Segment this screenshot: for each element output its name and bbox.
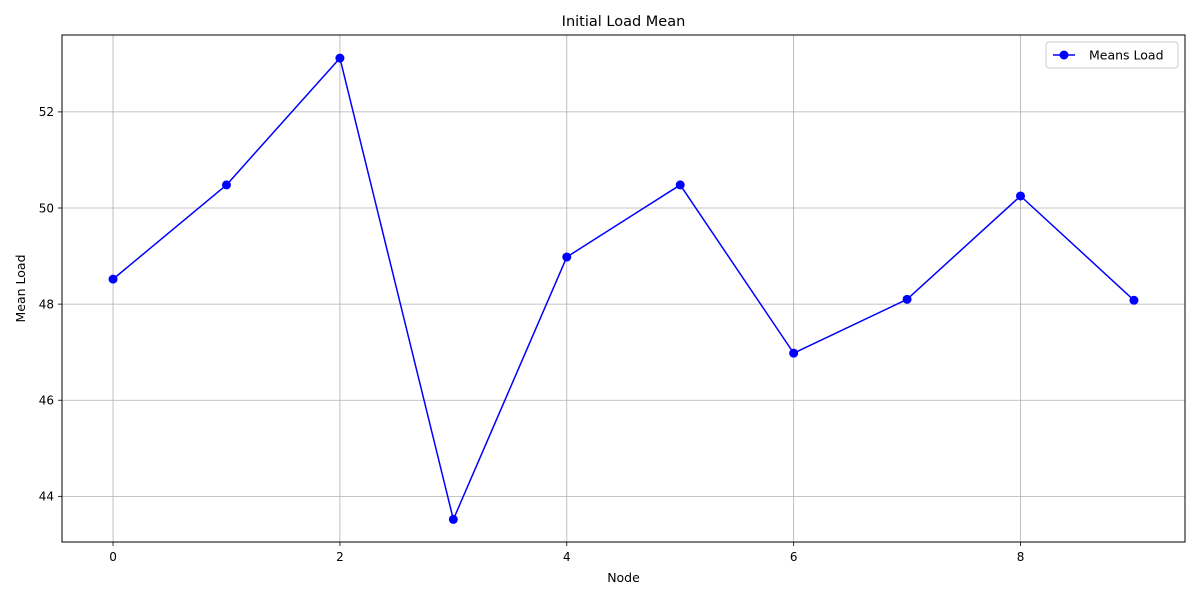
legend-label: Means Load bbox=[1089, 48, 1164, 63]
legend-frame bbox=[1045, 41, 1179, 69]
grid-layer bbox=[62, 35, 1185, 542]
y-tick-label: 52 bbox=[39, 105, 54, 119]
data-point bbox=[789, 348, 799, 358]
plot-background bbox=[62, 35, 1185, 542]
chart-title: Initial Load Mean bbox=[562, 14, 686, 30]
data-point bbox=[108, 274, 118, 284]
x-tick-label: 0 bbox=[109, 550, 117, 564]
x-tick-label: 8 bbox=[1017, 550, 1025, 564]
data-point bbox=[562, 252, 572, 262]
y-tick-label: 50 bbox=[39, 201, 54, 215]
series-line-0 bbox=[112, 57, 1135, 521]
x-tick-label: 6 bbox=[790, 550, 798, 564]
data-point bbox=[1129, 295, 1139, 305]
data-point bbox=[335, 53, 345, 63]
series-layer bbox=[108, 53, 1139, 524]
data-point bbox=[902, 294, 912, 304]
x-tick-label: 2 bbox=[336, 550, 344, 564]
data-point bbox=[1016, 191, 1026, 201]
y-tick-label: 44 bbox=[39, 490, 54, 504]
legend: Means Load bbox=[1045, 41, 1179, 69]
y-axis-label: Mean Load bbox=[13, 254, 28, 322]
plot-frame bbox=[61, 34, 1186, 543]
x-axis-label: Node bbox=[607, 570, 640, 585]
data-point bbox=[448, 514, 458, 524]
legend-marker-sample bbox=[1059, 50, 1069, 60]
y-tick-label: 46 bbox=[39, 394, 54, 408]
y-tick-label: 48 bbox=[39, 297, 54, 311]
data-point bbox=[675, 180, 685, 190]
x-tick-label: 4 bbox=[563, 550, 571, 564]
data-point bbox=[221, 180, 231, 190]
